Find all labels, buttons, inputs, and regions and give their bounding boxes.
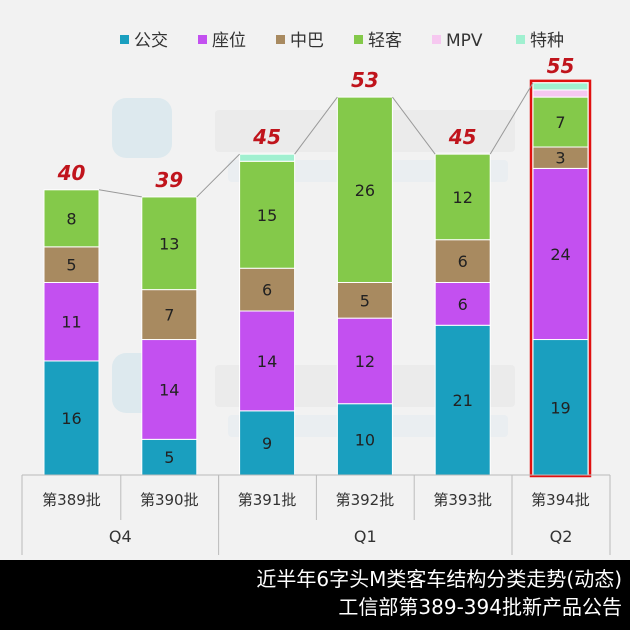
segment-label: 10 [355,430,375,449]
segment-label: 8 [66,209,76,228]
segment-label: 6 [458,252,468,271]
bar-segment [336,281,393,319]
bar-segment [141,289,198,341]
bar-segment [239,160,296,269]
bar-segment [434,281,491,326]
segment-label: 24 [550,245,570,264]
legend-swatch [432,35,441,44]
category-label: 第393批 [433,491,492,509]
total-label: 39 [155,168,183,192]
legend-label: 中巴 [290,31,324,51]
group-label: Q2 [550,527,573,546]
category-label: 第390批 [140,491,199,509]
total-label: 45 [448,125,477,149]
connector-line [392,96,436,155]
highlight-box [529,79,592,478]
segment-label: 12 [453,188,473,207]
segment-label: 5 [360,291,370,310]
segment-label: 14 [159,380,179,399]
bar-segment [43,281,100,362]
segment-label: 15 [257,206,277,225]
segment-label: 11 [61,313,81,332]
total-label: 55 [547,54,575,78]
legend-label: 轻客 [368,31,402,51]
bar-segment [141,339,198,440]
segment-label: 13 [159,234,179,253]
legend-label: 特种 [530,31,564,51]
segment-label: 26 [355,181,375,200]
connector-line [98,189,142,198]
group-label: Q4 [109,527,132,546]
category-label: 第392批 [336,491,395,509]
caption-title: 近半年6字头M类客车结构分类走势(动态) [256,567,622,591]
bar-segment [336,317,393,405]
segment-label: 5 [66,256,76,275]
bar-segment [43,189,100,248]
category-label: 第391批 [238,491,297,509]
connector-line [196,153,240,198]
bar-segment [43,246,100,283]
segment-label: 12 [355,352,375,371]
bar-segment [141,438,198,476]
segment-label: 9 [262,434,272,453]
legend-label: MPV [446,31,483,51]
bar-segment [532,82,589,91]
bar-segment [239,310,296,412]
legend-label: 公交 [134,31,168,51]
stacked-bar-chart: 公交 座位 中巴 轻客 MPV 特种 16 11 5 8 40 第389批 5 14 7 13 39 第390批 9… [21,31,611,555]
bar-segment [532,339,589,476]
segment-label: 7 [555,113,565,132]
segment-label: 6 [458,295,468,314]
legend-swatch [354,35,363,44]
segment-label: 21 [453,391,473,410]
bar-segment [434,239,491,283]
caption-band: 近半年6字头M类客车结构分类走势(动态) 工信部第389-394批新产品公告 [0,560,630,630]
bar-segment [434,153,491,241]
connector-line [489,82,534,155]
legend-label: 座位 [212,31,246,51]
segment-label: 14 [257,352,277,371]
category-label: 第394批 [531,491,590,509]
bar-segment [239,267,296,312]
segment-label: 3 [555,149,565,168]
caption-subtitle: 工信部第389-394批新产品公告 [338,595,622,619]
segment-label: 5 [164,448,174,467]
total-label: 45 [252,125,281,149]
bar-segment [532,96,589,148]
total-label: 40 [57,161,86,185]
legend-swatch [516,35,525,44]
group-label: Q1 [354,527,377,546]
legend-swatch [276,35,285,44]
legend-swatch [198,35,207,44]
legend-swatch [120,35,129,44]
segment-label: 6 [262,281,272,300]
bar-segment [141,196,198,291]
bar-segment [239,153,296,162]
segment-label: 19 [550,398,570,417]
watermark-logo [112,98,172,158]
category-label: 第389批 [42,491,101,509]
total-label: 53 [351,68,379,92]
bar-segment [532,89,589,98]
connector-line [294,96,338,155]
segment-label: 7 [164,306,174,325]
bar-segment [336,96,393,283]
bar-segment [434,324,491,476]
segment-label: 16 [61,409,81,428]
